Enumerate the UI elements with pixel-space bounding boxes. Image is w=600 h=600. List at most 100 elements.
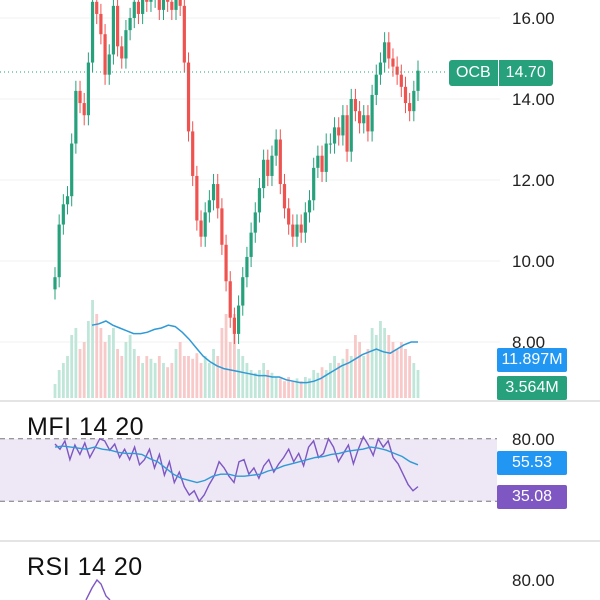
candle-body	[220, 208, 224, 245]
candle-body	[107, 54, 111, 75]
candle-body	[366, 115, 370, 132]
price-grid	[0, 17, 500, 343]
volume-bar	[162, 363, 165, 398]
candle-body	[170, 1, 174, 10]
candle-body	[249, 232, 253, 257]
volume-bar	[370, 328, 374, 398]
volume-bar	[366, 349, 370, 398]
candle-body	[120, 46, 124, 59]
candle-body	[370, 94, 374, 132]
volume-bar	[278, 378, 282, 398]
volume-bar	[320, 367, 324, 398]
candle-body	[391, 58, 395, 67]
candle-body	[207, 200, 211, 213]
last-price-tag[interactable]: OCB 14.70	[449, 60, 553, 86]
volume-ma-badge: 11.897M	[497, 348, 567, 372]
volume-bar	[170, 363, 174, 398]
volume-bar	[237, 349, 240, 398]
volume-bar	[191, 358, 195, 398]
candle-body	[282, 184, 287, 209]
candle-body	[195, 175, 199, 221]
volume-bar	[128, 335, 132, 398]
candle-body	[287, 208, 291, 225]
candle-body	[312, 167, 316, 201]
candle-body	[166, 0, 170, 2]
candle-body	[178, 0, 182, 6]
volume-bar	[78, 349, 82, 398]
candle-body	[211, 184, 216, 201]
volume-bar	[287, 377, 291, 398]
volume-bar	[149, 358, 153, 398]
volume-bar	[404, 349, 407, 398]
candle-body	[186, 62, 191, 132]
volume-bar	[195, 353, 199, 398]
candle-body	[307, 200, 312, 213]
volume-bar	[412, 363, 416, 398]
candle-body	[236, 305, 241, 334]
volume-bar	[166, 367, 170, 398]
volume-bar	[408, 356, 412, 398]
volume-bar	[333, 356, 336, 398]
candle-body	[253, 212, 257, 233]
candle-body	[353, 99, 358, 112]
candle-body	[141, 0, 145, 14]
candle-body	[395, 66, 399, 75]
volume-bar	[216, 356, 220, 398]
candle-body	[362, 115, 366, 124]
volume-bar	[391, 342, 395, 398]
symbol-label: OCB	[449, 60, 498, 86]
volume-bar	[233, 314, 236, 398]
volume-bar	[182, 356, 186, 398]
volume-bar	[312, 370, 316, 398]
candle-body	[303, 212, 307, 233]
volume-bar	[341, 358, 345, 398]
volume-bar	[86, 321, 90, 398]
candle-body	[341, 115, 345, 136]
volume-bar	[416, 370, 420, 398]
volume-bar	[66, 356, 69, 398]
volume-bar	[53, 384, 57, 398]
candle-body	[111, 5, 116, 55]
volume-bar	[112, 328, 115, 398]
volume-bar	[270, 372, 274, 398]
volume-bar	[374, 335, 378, 398]
volume-bar	[283, 381, 286, 398]
candle-body	[245, 256, 249, 278]
candle-body	[337, 127, 341, 136]
candle-body	[228, 281, 232, 318]
volume-bar	[70, 335, 74, 398]
candle-body	[65, 196, 70, 205]
volume-bar	[295, 378, 299, 398]
candle-body	[399, 74, 403, 87]
candle-body	[412, 90, 416, 112]
candle-body	[82, 103, 86, 116]
volume-bar	[245, 363, 249, 398]
candle-body	[241, 277, 245, 306]
volume-bar	[220, 328, 224, 398]
volume-bar	[120, 356, 124, 398]
price-axis-tick: 14.00	[512, 90, 555, 109]
candle-body	[295, 224, 299, 237]
price-axis-tick: 16.00	[512, 9, 555, 28]
candle-body	[174, 0, 178, 10]
mfi-title[interactable]: MFI 14 20	[27, 413, 145, 441]
last-price-value: 14.70	[498, 60, 553, 86]
volume-bar	[358, 342, 361, 398]
candle-body	[132, 1, 136, 19]
volume-bar	[103, 342, 107, 398]
volume-bar	[253, 372, 257, 398]
volume-bar	[262, 363, 266, 398]
volume-bar	[224, 314, 228, 398]
volume-bar	[303, 377, 307, 398]
candle-body	[103, 34, 107, 75]
candle-body	[95, 1, 99, 14]
candle-body	[99, 13, 103, 35]
rsi-pane: 80.00	[85, 571, 555, 600]
volume-ma-line	[91, 320, 418, 384]
candle-body	[403, 86, 408, 104]
rsi-title[interactable]: RSI 14 20	[27, 553, 143, 581]
candle-body	[86, 62, 90, 116]
candle-body	[161, 0, 166, 10]
